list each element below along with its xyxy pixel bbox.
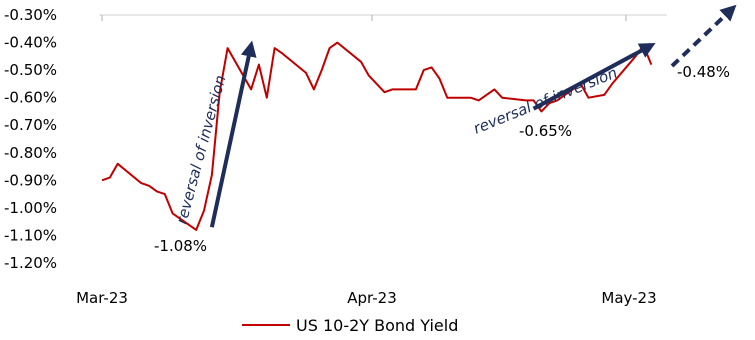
y-tick-label: -0.50% xyxy=(4,61,57,79)
y-tick-label: -0.90% xyxy=(4,171,57,189)
annotation-last-value: -0.48% xyxy=(677,63,730,81)
y-tick-label: -1.10% xyxy=(4,226,57,244)
x-tick-label-mar: Mar-23 xyxy=(76,289,128,307)
legend-label: US 10-2Y Bond Yield xyxy=(296,316,458,335)
y-axis-labels: -0.30% -0.40% -0.50% -0.60% -0.70% -0.80% -0.9… xyxy=(4,6,57,272)
x-tick-label-may: May-23 xyxy=(601,289,656,307)
y-tick-label: -0.40% xyxy=(4,34,57,52)
series-line-us-10-2y xyxy=(101,41,653,231)
rotated-label-march: reversal of inversion xyxy=(172,73,229,226)
projection-arrow-dashed xyxy=(670,4,737,68)
annotation-min-march: -1.08% xyxy=(154,237,207,255)
annotation-min-april: -0.65% xyxy=(519,122,572,140)
y-tick-label: -0.80% xyxy=(4,144,57,162)
y-tick-label: -0.70% xyxy=(4,116,57,134)
reversal-arrow-march xyxy=(209,40,257,228)
y-tick-label: -0.60% xyxy=(4,89,57,107)
y-tick-label: -1.00% xyxy=(4,199,57,217)
y-tick-label: -1.20% xyxy=(4,254,57,272)
y-tick-label: -0.30% xyxy=(4,6,57,24)
reversal-arrow-april xyxy=(532,43,656,111)
x-tick-label-apr: Apr-23 xyxy=(347,289,397,307)
